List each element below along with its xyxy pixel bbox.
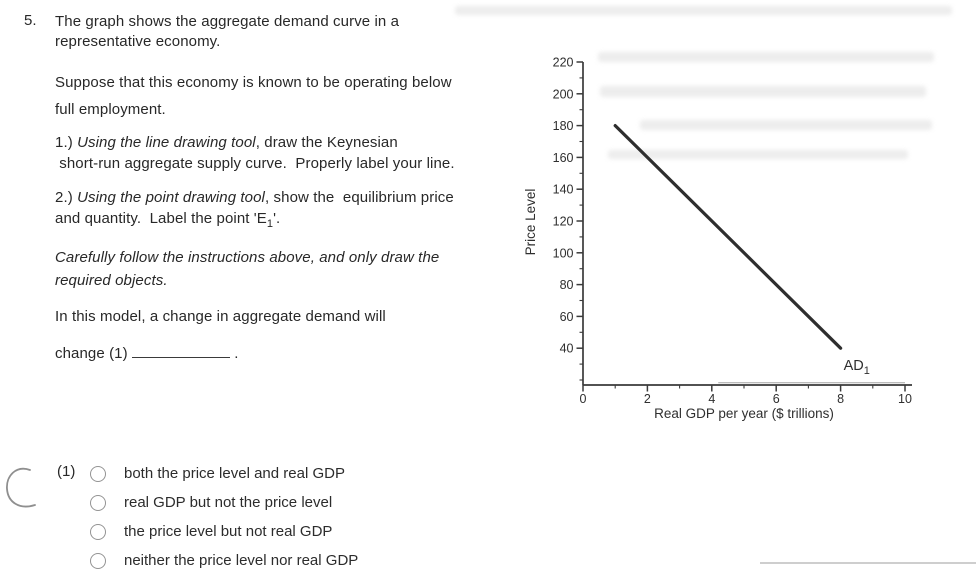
y-tick-label: 40	[560, 342, 574, 356]
text-segment: , draw the Keynesian short-run aggregate…	[59, 134, 455, 172]
scan-artifact	[598, 52, 934, 62]
y-tick-label: 80	[560, 278, 574, 292]
text-segment: change (1)	[55, 345, 132, 362]
radio-icon[interactable]	[90, 494, 106, 511]
x-tick-label: 2	[644, 392, 651, 406]
radio-icon[interactable]	[90, 552, 106, 569]
ad-chart[interactable]: 40 60 80 100 120 140 160 180 200 220 0 2 4 6 8 10 AD1 Rea…	[520, 40, 950, 440]
scan-artifact	[455, 6, 952, 15]
y-axis-title: Price Level	[523, 189, 538, 256]
answer-option-label: both the price level and real GDP	[124, 465, 345, 482]
x-axis-title: Real GDP per year ($ trillions)	[654, 406, 834, 421]
answer-option: the price level but not real GDP	[90, 517, 358, 546]
x-tick-label: 8	[837, 392, 844, 406]
text-segment: 1.)	[55, 134, 78, 151]
y-tick-label: 60	[560, 310, 574, 324]
text-segment: '.	[273, 210, 281, 227]
question-paragraph: 1.) Using the line drawing tool, draw th…	[55, 132, 455, 174]
radio-icon[interactable]	[90, 465, 106, 482]
x-tick-label: 0	[580, 392, 587, 406]
ad-curve	[613, 123, 843, 350]
radio-icon[interactable]	[90, 523, 106, 540]
question-number: 5.	[24, 12, 37, 29]
scan-artifact	[608, 150, 908, 159]
text-segment: Using the line drawing tool	[77, 134, 256, 151]
answer-option: neither the price level nor real GDP	[90, 546, 358, 575]
text-segment: In this model, a change in aggregate dem…	[55, 308, 386, 325]
y-tick-label: 220	[553, 56, 574, 70]
text-segment: The graph shows the aggregate demand cur…	[55, 13, 400, 50]
y-tick-label: 160	[553, 151, 574, 165]
text-segment: Suppose that this economy is known to be…	[55, 74, 452, 118]
text-segment: .	[229, 345, 239, 362]
text-segment: Using the point drawing tool	[77, 189, 265, 206]
y-tick-label: 120	[553, 215, 574, 229]
question-paragraph: 2.) Using the point drawing tool, show t…	[55, 187, 454, 235]
text-segment: , show the equilibrium price and quantit…	[55, 189, 454, 227]
question-paragraph: Suppose that this economy is known to be…	[55, 69, 452, 123]
answer-option-label: neither the price level nor real GDP	[124, 552, 359, 569]
y-tick-label: 140	[553, 183, 574, 197]
y-tick-label: 200	[553, 87, 574, 101]
ad-curve-label: AD1	[844, 358, 870, 377]
x-tick-label: 4	[708, 392, 715, 406]
text-segment: 1	[266, 218, 274, 230]
question-paragraph: change (1) .	[55, 343, 239, 364]
handwritten-mark	[6, 467, 36, 508]
question-paragraph: The graph shows the aggregate demand cur…	[55, 12, 399, 52]
y-tick-label: 100	[553, 246, 574, 260]
answer-option: both the price level and real GDP	[90, 459, 358, 488]
question-paragraph: Carefully follow the instructions above,…	[55, 246, 439, 292]
text-segment: Carefully follow the instructions above,…	[55, 249, 440, 289]
answer-option-label: the price level but not real GDP	[124, 523, 333, 540]
scan-artifact-line	[760, 562, 976, 564]
answer-option-label: real GDP but not the price level	[124, 494, 333, 511]
scan-artifact	[600, 86, 926, 97]
answer-option: real GDP but not the price level	[90, 488, 358, 517]
answer-options: both the price level and real GDP real GD…	[90, 459, 358, 575]
question-paragraph: In this model, a change in aggregate dem…	[55, 306, 386, 327]
x-tick-label: 10	[898, 392, 912, 406]
y-tick-label: 180	[553, 119, 574, 133]
x-tick-label: 6	[773, 392, 780, 406]
text-segment: 2.)	[55, 189, 78, 206]
answer-blank	[131, 344, 230, 358]
answer-blank-marker: (1)	[57, 463, 76, 480]
scan-artifact	[640, 120, 932, 130]
